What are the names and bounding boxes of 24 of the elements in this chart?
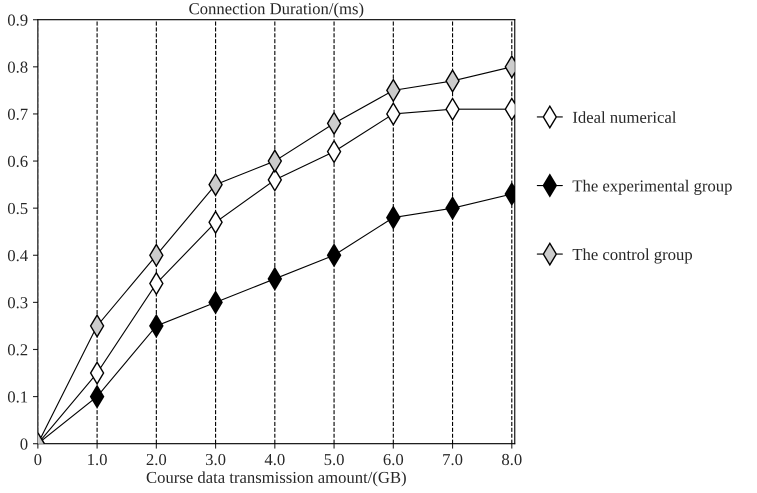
legend-label: The control group xyxy=(572,248,692,264)
y-tick-label: 0.6 xyxy=(8,156,28,168)
y-tick-label: 0.8 xyxy=(8,62,28,73)
y-tick-label: 0.4 xyxy=(8,250,28,262)
x-tick-label: 2.0 xyxy=(146,454,166,466)
y-tick-label: 0.2 xyxy=(8,344,28,356)
x-tick-label: 4.0 xyxy=(264,454,285,466)
legend-label: Ideal numerical xyxy=(572,111,676,123)
x-tick-label: 3.0 xyxy=(206,454,226,466)
y-tick-label: 0.5 xyxy=(8,202,28,214)
y-tick-label: 0.1 xyxy=(8,391,28,403)
x-tick-label: 8.0 xyxy=(502,454,522,466)
x-tick-label: 5.0 xyxy=(324,454,344,466)
y-tick-label: 0 xyxy=(20,438,28,450)
x-tick-label: 6.0 xyxy=(384,454,404,466)
x-tick-label: 1.0 xyxy=(88,454,107,466)
x-tick-label: 7.0 xyxy=(443,454,462,466)
y-tick-label: 0.9 xyxy=(8,14,28,26)
y-tick-label: 0.3 xyxy=(8,297,28,308)
x-tick-label: 0 xyxy=(34,454,42,466)
chart-title: Connection Duration/(ms) xyxy=(189,2,364,18)
x-axis-title: Course data transmission amount/(GB) xyxy=(146,471,406,486)
legend-label: The experimental group xyxy=(572,180,732,195)
y-tick-label: 0.7 xyxy=(8,108,28,120)
